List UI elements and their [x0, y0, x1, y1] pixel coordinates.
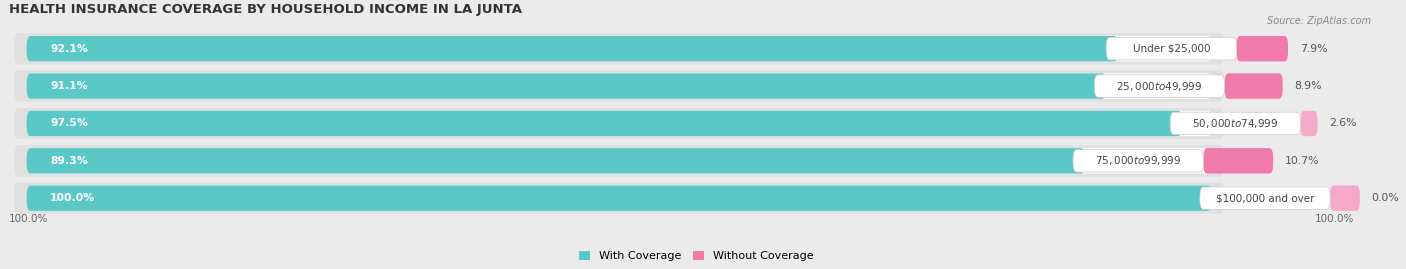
FancyBboxPatch shape	[1073, 150, 1204, 172]
Text: 89.3%: 89.3%	[51, 156, 89, 166]
Text: 92.1%: 92.1%	[51, 44, 89, 54]
FancyBboxPatch shape	[27, 73, 1107, 99]
FancyBboxPatch shape	[27, 186, 1212, 211]
Text: Source: ZipAtlas.com: Source: ZipAtlas.com	[1267, 16, 1371, 26]
FancyBboxPatch shape	[27, 111, 1212, 136]
FancyBboxPatch shape	[14, 145, 1223, 176]
Text: 8.9%: 8.9%	[1295, 81, 1322, 91]
Text: 7.9%: 7.9%	[1301, 44, 1327, 54]
FancyBboxPatch shape	[1301, 111, 1317, 136]
FancyBboxPatch shape	[1107, 37, 1236, 60]
Text: 97.5%: 97.5%	[51, 118, 89, 128]
FancyBboxPatch shape	[1330, 186, 1360, 211]
FancyBboxPatch shape	[27, 186, 1212, 211]
Text: $25,000 to $49,999: $25,000 to $49,999	[1116, 80, 1202, 93]
Text: Under $25,000: Under $25,000	[1133, 44, 1211, 54]
FancyBboxPatch shape	[27, 111, 1182, 136]
Text: $50,000 to $74,999: $50,000 to $74,999	[1192, 117, 1278, 130]
Text: 100.0%: 100.0%	[1315, 214, 1354, 224]
Text: $75,000 to $99,999: $75,000 to $99,999	[1095, 154, 1181, 167]
FancyBboxPatch shape	[27, 36, 1118, 61]
FancyBboxPatch shape	[1199, 187, 1330, 209]
FancyBboxPatch shape	[14, 108, 1223, 139]
Text: 100.0%: 100.0%	[51, 193, 96, 203]
Text: HEALTH INSURANCE COVERAGE BY HOUSEHOLD INCOME IN LA JUNTA: HEALTH INSURANCE COVERAGE BY HOUSEHOLD I…	[8, 3, 522, 16]
FancyBboxPatch shape	[27, 73, 1212, 99]
FancyBboxPatch shape	[27, 148, 1085, 174]
Legend: With Coverage, Without Coverage: With Coverage, Without Coverage	[575, 246, 818, 266]
FancyBboxPatch shape	[14, 33, 1223, 64]
FancyBboxPatch shape	[27, 148, 1212, 174]
FancyBboxPatch shape	[1225, 73, 1282, 99]
FancyBboxPatch shape	[1236, 36, 1288, 61]
FancyBboxPatch shape	[14, 70, 1223, 102]
Text: 2.6%: 2.6%	[1329, 118, 1357, 128]
Text: $100,000 and over: $100,000 and over	[1216, 193, 1315, 203]
FancyBboxPatch shape	[1094, 75, 1225, 97]
Text: 0.0%: 0.0%	[1372, 193, 1399, 203]
Text: 91.1%: 91.1%	[51, 81, 89, 91]
Text: 100.0%: 100.0%	[8, 214, 48, 224]
FancyBboxPatch shape	[27, 36, 1212, 61]
Text: 10.7%: 10.7%	[1285, 156, 1319, 166]
FancyBboxPatch shape	[1170, 112, 1301, 135]
FancyBboxPatch shape	[14, 182, 1223, 214]
FancyBboxPatch shape	[1204, 148, 1272, 174]
